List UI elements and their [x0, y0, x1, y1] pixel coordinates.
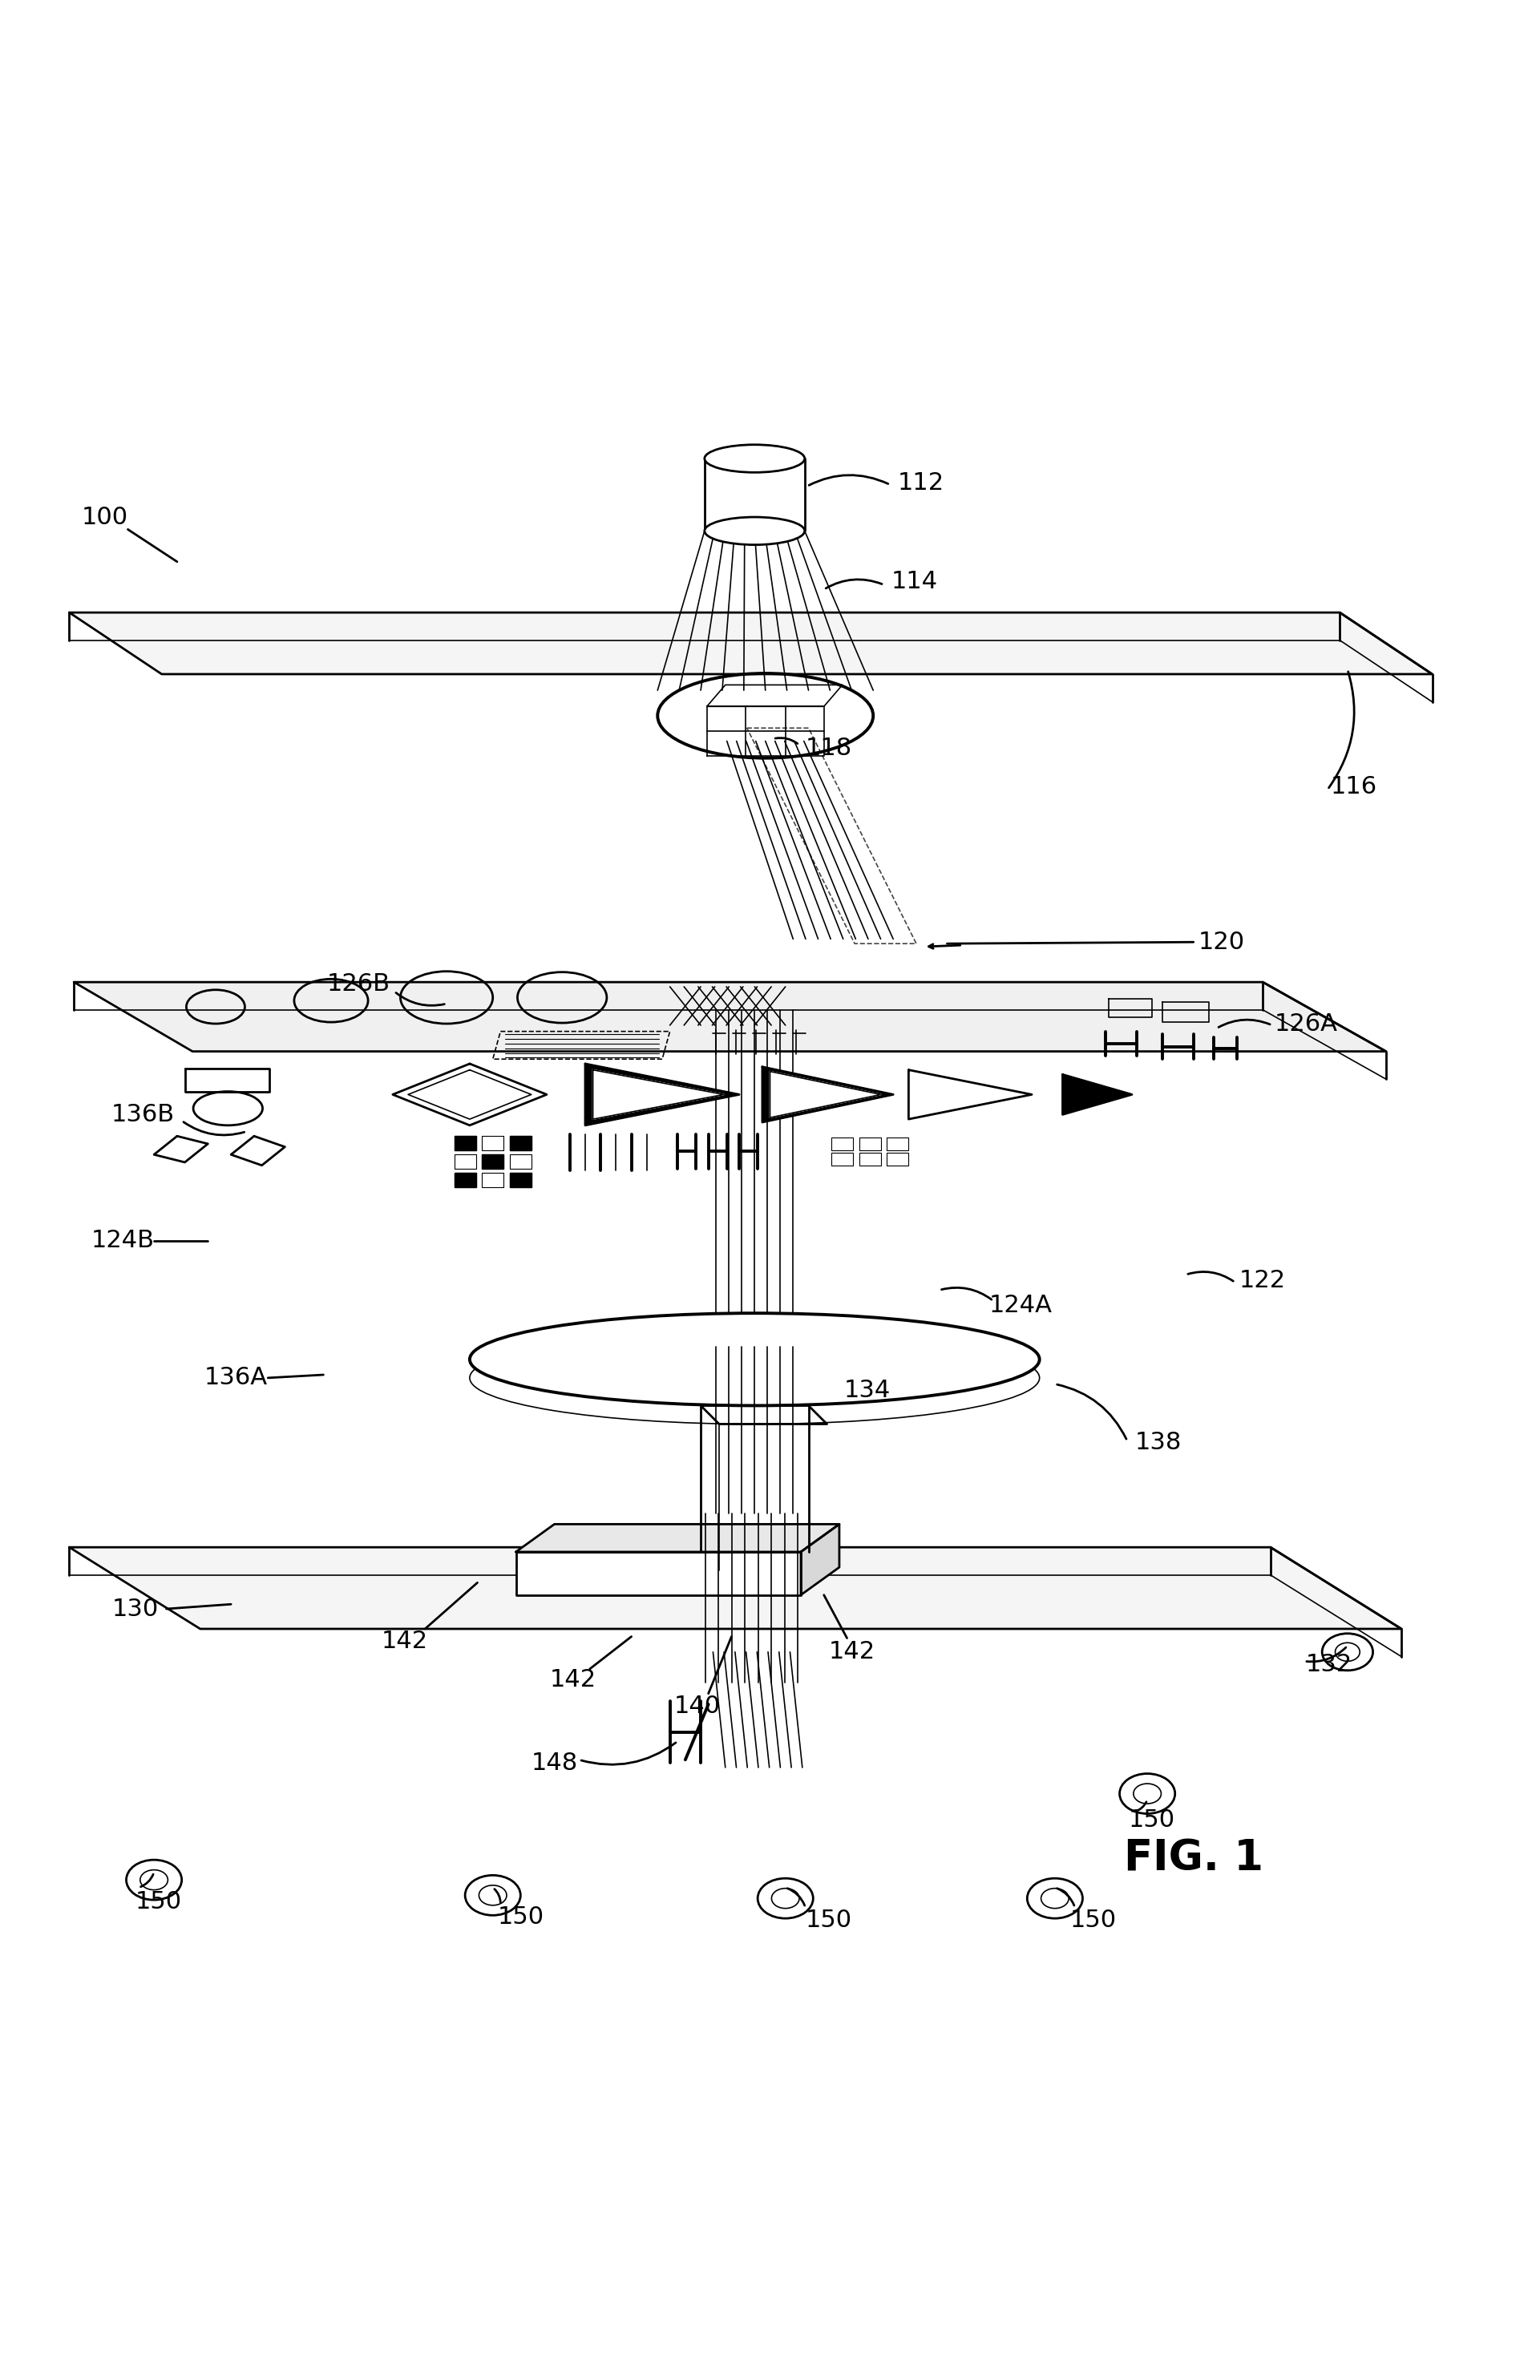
Text: 124B: 124B: [91, 1228, 156, 1252]
Text: 138: 138: [1135, 1430, 1181, 1454]
Text: 134: 134: [844, 1378, 890, 1402]
Text: 126A: 126A: [1274, 1012, 1338, 1035]
Ellipse shape: [470, 1333, 1040, 1423]
Text: 150: 150: [497, 1906, 544, 1928]
Polygon shape: [482, 1154, 504, 1169]
Ellipse shape: [704, 445, 804, 471]
Polygon shape: [593, 1071, 724, 1119]
Text: 120: 120: [1198, 931, 1244, 954]
Text: 148: 148: [531, 1752, 578, 1775]
Polygon shape: [69, 612, 1432, 674]
Text: 150: 150: [136, 1890, 182, 1914]
Text: 118: 118: [805, 735, 852, 759]
Text: 100: 100: [82, 505, 128, 528]
Polygon shape: [454, 1135, 476, 1150]
Text: FIG. 1: FIG. 1: [1124, 1837, 1263, 1880]
Text: 140: 140: [675, 1695, 721, 1718]
Polygon shape: [762, 1066, 893, 1123]
Text: 122: 122: [1240, 1269, 1286, 1292]
Text: 114: 114: [892, 571, 938, 593]
Text: 150: 150: [1129, 1809, 1175, 1833]
Text: 126B: 126B: [326, 971, 391, 995]
Text: 136A: 136A: [203, 1366, 268, 1390]
Text: 112: 112: [898, 471, 944, 495]
Polygon shape: [1063, 1073, 1132, 1114]
Text: 136B: 136B: [111, 1102, 176, 1126]
Ellipse shape: [704, 516, 804, 545]
Polygon shape: [516, 1552, 801, 1595]
Text: 116: 116: [1331, 776, 1377, 797]
Polygon shape: [482, 1135, 504, 1150]
Text: 142: 142: [550, 1668, 596, 1692]
Polygon shape: [454, 1173, 476, 1188]
Ellipse shape: [470, 1314, 1040, 1407]
Polygon shape: [801, 1523, 839, 1595]
Polygon shape: [510, 1154, 531, 1169]
Polygon shape: [510, 1173, 531, 1188]
Text: 124A: 124A: [989, 1295, 1053, 1316]
Polygon shape: [482, 1173, 504, 1188]
Text: 142: 142: [382, 1630, 428, 1652]
Polygon shape: [74, 983, 1386, 1052]
Text: 132: 132: [1306, 1652, 1352, 1676]
Polygon shape: [454, 1154, 476, 1169]
Text: 142: 142: [829, 1640, 875, 1664]
Polygon shape: [585, 1064, 739, 1126]
Polygon shape: [770, 1071, 881, 1119]
Text: 150: 150: [1070, 1909, 1116, 1933]
Text: 150: 150: [805, 1909, 852, 1933]
Polygon shape: [516, 1523, 839, 1552]
Polygon shape: [701, 1407, 827, 1423]
Text: 130: 130: [112, 1597, 159, 1621]
Polygon shape: [510, 1135, 531, 1150]
Polygon shape: [69, 1547, 1401, 1628]
